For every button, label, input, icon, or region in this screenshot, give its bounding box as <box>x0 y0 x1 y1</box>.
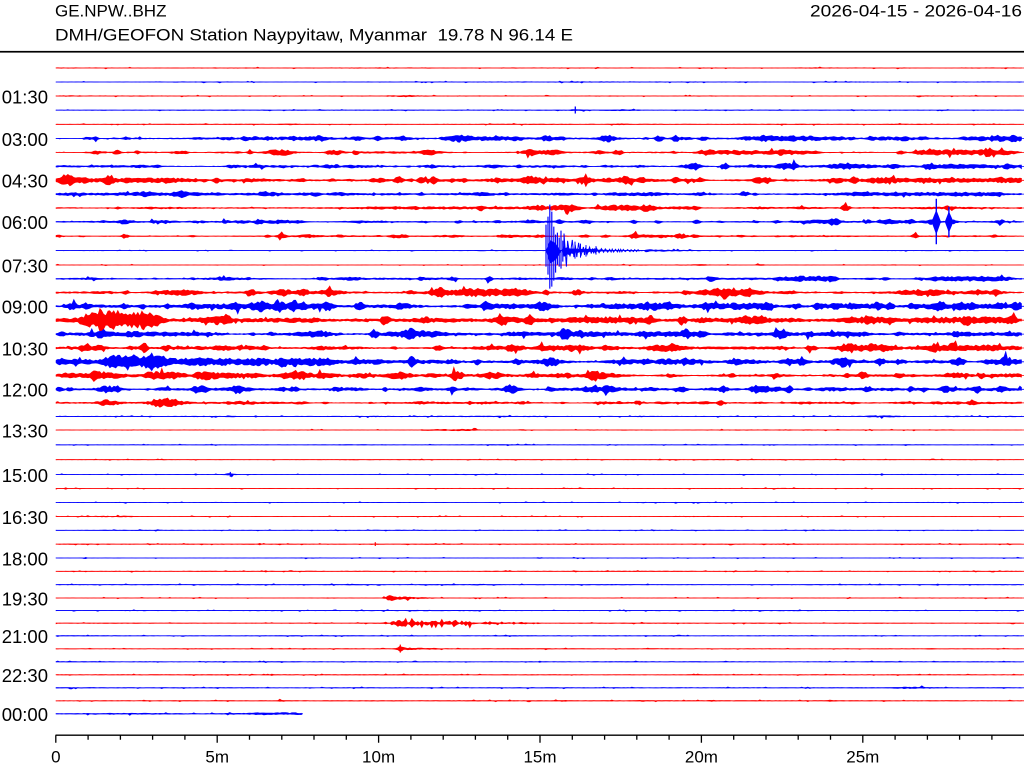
svg-text:18:00: 18:00 <box>2 548 48 569</box>
svg-text:DMH/GEOFON Station Naypyitaw,: DMH/GEOFON Station Naypyitaw, Myanmar 19… <box>55 26 573 45</box>
svg-text:2026-04-15 - 2026-04-16: 2026-04-15 - 2026-04-16 <box>810 2 1022 21</box>
svg-text:06:00: 06:00 <box>2 212 48 233</box>
svg-text:GE.NPW..BHZ: GE.NPW..BHZ <box>55 2 166 21</box>
svg-text:16:30: 16:30 <box>2 507 48 528</box>
svg-text:09:00: 09:00 <box>2 297 48 318</box>
svg-text:07:30: 07:30 <box>2 255 48 276</box>
svg-text:10m: 10m <box>362 748 395 767</box>
svg-text:19:30: 19:30 <box>2 588 48 609</box>
svg-text:03:00: 03:00 <box>2 129 48 150</box>
svg-text:21:00: 21:00 <box>2 626 48 647</box>
svg-text:15:00: 15:00 <box>2 465 48 486</box>
svg-text:0: 0 <box>51 748 60 767</box>
svg-text:15m: 15m <box>523 748 556 767</box>
svg-text:22:30: 22:30 <box>2 665 48 686</box>
svg-text:13:30: 13:30 <box>2 420 48 441</box>
svg-text:04:30: 04:30 <box>2 171 48 192</box>
svg-text:10:30: 10:30 <box>2 338 48 359</box>
svg-text:12:00: 12:00 <box>2 380 48 401</box>
svg-text:00:00: 00:00 <box>2 704 48 725</box>
svg-text:25m: 25m <box>846 748 879 767</box>
svg-text:01:30: 01:30 <box>2 86 48 107</box>
svg-text:20m: 20m <box>685 748 718 767</box>
svg-text:5m: 5m <box>205 748 229 767</box>
